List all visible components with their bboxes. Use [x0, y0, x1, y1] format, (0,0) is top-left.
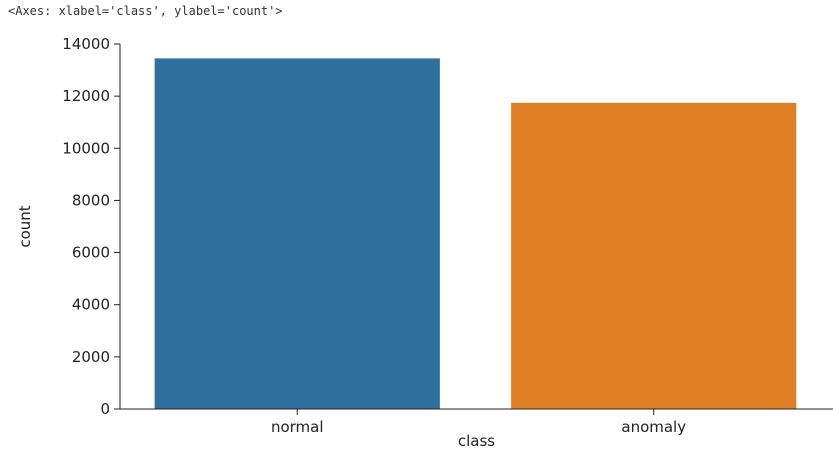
output-repr-text: <Axes: xlabel='class', ylabel='count'> — [8, 4, 283, 18]
y-tick-label: 0 — [100, 400, 110, 418]
y-tick-label: 14000 — [62, 35, 110, 53]
y-tick-label: 12000 — [62, 87, 110, 105]
y-tick-label: 8000 — [72, 191, 110, 209]
bars-group — [154, 58, 797, 410]
x-axis-label: class — [458, 432, 495, 450]
y-tick-label: 10000 — [62, 139, 110, 157]
x-axis-ticks: normal anomaly — [271, 409, 686, 436]
y-axis-label: count — [16, 205, 34, 247]
y-tick-label: 4000 — [72, 296, 110, 314]
bar-anomaly — [511, 102, 797, 410]
y-tick-label: 6000 — [72, 244, 110, 262]
x-tick-label-normal: normal — [271, 418, 324, 436]
x-tick-label-anomaly: anomaly — [621, 418, 686, 436]
y-tick-label: 2000 — [72, 348, 110, 366]
y-axis-ticks: 0 2000 4000 6000 8000 10000 12000 14000 — [62, 35, 120, 418]
bar-normal — [154, 58, 440, 409]
